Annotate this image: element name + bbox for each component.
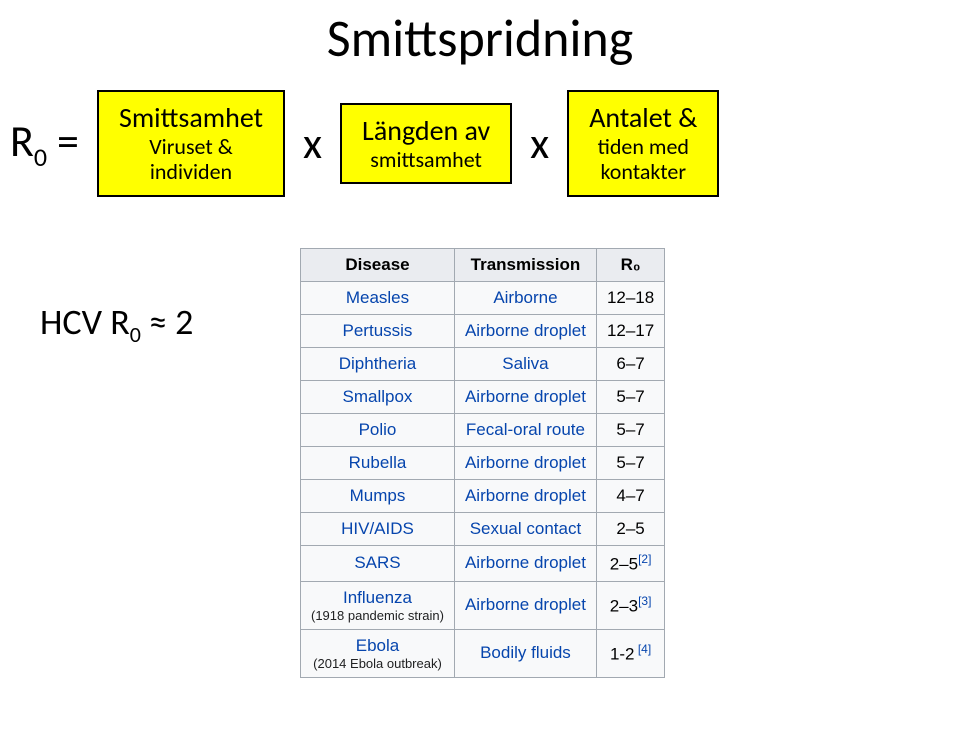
box1-line1: Smittsamhet — [119, 100, 263, 135]
factor-box-smittsamhet: Smittsamhet Viruset & individen — [97, 90, 285, 197]
table-row: Mumps Airborne droplet 4–7 — [301, 480, 665, 513]
multiply-sign-1: x — [303, 116, 322, 170]
cell-r0: 2–3[3] — [596, 581, 664, 629]
cell-r0: 2–5 — [596, 513, 664, 546]
table-row: Diphtheria Saliva 6–7 — [301, 348, 665, 381]
cell-disease: Rubella — [301, 447, 455, 480]
disease-link[interactable]: Diphtheria — [339, 354, 417, 373]
table-row: Pertussis Airborne droplet 12–17 — [301, 315, 665, 348]
factor-box-langden: Längden av smittsamhet — [340, 103, 512, 184]
cell-r0: 2–5[2] — [596, 546, 664, 582]
table-row: Measles Airborne 12–18 — [301, 282, 665, 315]
transmission-link[interactable]: Airborne droplet — [465, 321, 586, 340]
r0-formula: R0 = Smittsamhet Viruset & individen x L… — [10, 90, 719, 197]
cell-disease: Diphtheria — [301, 348, 455, 381]
cell-transmission: Airborne droplet — [454, 546, 596, 582]
disease-link[interactable]: Mumps — [350, 486, 406, 505]
cell-disease: Mumps — [301, 480, 455, 513]
r0-lhs: R0 = — [10, 114, 79, 173]
transmission-link[interactable]: Airborne droplet — [465, 453, 586, 472]
transmission-link[interactable]: Airborne droplet — [465, 595, 586, 614]
box2-line2: smittsamhet — [362, 147, 490, 172]
disease-link[interactable]: Measles — [346, 288, 409, 307]
disease-link[interactable]: Influenza — [343, 588, 412, 607]
cell-disease: Polio — [301, 414, 455, 447]
cell-r0: 5–7 — [596, 414, 664, 447]
transmission-link[interactable]: Airborne droplet — [465, 486, 586, 505]
disease-note: (2014 Ebola outbreak) — [311, 656, 444, 671]
table-row: HIV/AIDS Sexual contact 2–5 — [301, 513, 665, 546]
cell-transmission: Sexual contact — [454, 513, 596, 546]
disease-link[interactable]: SARS — [354, 553, 400, 572]
transmission-link[interactable]: Airborne droplet — [465, 387, 586, 406]
cell-transmission: Saliva — [454, 348, 596, 381]
multiply-sign-2: x — [530, 116, 549, 170]
table-header-row: Disease Transmission R₀ — [301, 249, 665, 282]
cell-disease: Smallpox — [301, 381, 455, 414]
box3-line1: Antalet & — [589, 100, 697, 135]
cell-transmission: Airborne droplet — [454, 480, 596, 513]
cell-r0: 4–7 — [596, 480, 664, 513]
transmission-link[interactable]: Sexual contact — [470, 519, 582, 538]
transmission-link[interactable]: Airborne droplet — [465, 553, 586, 572]
cell-transmission: Airborne droplet — [454, 315, 596, 348]
reference-link[interactable]: [2] — [638, 552, 651, 566]
cell-transmission: Airborne droplet — [454, 447, 596, 480]
cell-r0: 1-2 [4] — [596, 629, 664, 677]
cell-disease: Pertussis — [301, 315, 455, 348]
cell-transmission: Bodily fluids — [454, 629, 596, 677]
th-r0: R₀ — [596, 249, 664, 282]
slide-title: Smittspridning — [0, 6, 960, 70]
th-transmission: Transmission — [454, 249, 596, 282]
reference-link[interactable]: [4] — [635, 642, 652, 656]
disease-link[interactable]: Rubella — [349, 453, 407, 472]
cell-r0: 5–7 — [596, 381, 664, 414]
box1-line2: Viruset & — [119, 134, 263, 159]
cell-transmission: Airborne droplet — [454, 581, 596, 629]
box2-line1: Längden av — [362, 113, 490, 148]
cell-disease: Measles — [301, 282, 455, 315]
disease-note: (1918 pandemic strain) — [311, 608, 444, 623]
cell-r0: 6–7 — [596, 348, 664, 381]
table-row: Ebola(2014 Ebola outbreak) Bodily fluids 1… — [301, 629, 665, 677]
cell-disease: HIV/AIDS — [301, 513, 455, 546]
cell-transmission: Airborne — [454, 282, 596, 315]
table-row: Influenza(1918 pandemic strain) Airborne … — [301, 581, 665, 629]
factor-box-antalet: Antalet & tiden med kontakter — [567, 90, 719, 197]
reference-link[interactable]: [3] — [638, 594, 651, 608]
disease-link[interactable]: Smallpox — [343, 387, 413, 406]
cell-disease: Influenza(1918 pandemic strain) — [301, 581, 455, 629]
th-disease: Disease — [301, 249, 455, 282]
table-row: Smallpox Airborne droplet 5–7 — [301, 381, 665, 414]
disease-link[interactable]: Polio — [359, 420, 397, 439]
disease-link[interactable]: Pertussis — [343, 321, 413, 340]
transmission-link[interactable]: Fecal-oral route — [466, 420, 585, 439]
cell-r0: 12–18 — [596, 282, 664, 315]
box1-line3: individen — [119, 159, 263, 184]
cell-r0: 12–17 — [596, 315, 664, 348]
transmission-link[interactable]: Saliva — [502, 354, 548, 373]
box3-line3: kontakter — [589, 159, 697, 184]
disease-link[interactable]: HIV/AIDS — [341, 519, 414, 538]
cell-disease: Ebola(2014 Ebola outbreak) — [301, 629, 455, 677]
cell-transmission: Fecal-oral route — [454, 414, 596, 447]
table-row: Rubella Airborne droplet 5–7 — [301, 447, 665, 480]
cell-r0: 5–7 — [596, 447, 664, 480]
disease-link[interactable]: Ebola — [356, 636, 399, 655]
transmission-link[interactable]: Airborne — [493, 288, 557, 307]
table-row: Polio Fecal-oral route 5–7 — [301, 414, 665, 447]
box3-line2: tiden med — [589, 134, 697, 159]
cell-transmission: Airborne droplet — [454, 381, 596, 414]
cell-disease: SARS — [301, 546, 455, 582]
transmission-link[interactable]: Bodily fluids — [480, 643, 571, 662]
hcv-r0-text: HCV R0 ≈ 2 — [40, 300, 193, 348]
r0-values-table: Disease Transmission R₀ Measles Airborne 1… — [300, 248, 665, 678]
table-row: SARS Airborne droplet 2–5[2] — [301, 546, 665, 582]
